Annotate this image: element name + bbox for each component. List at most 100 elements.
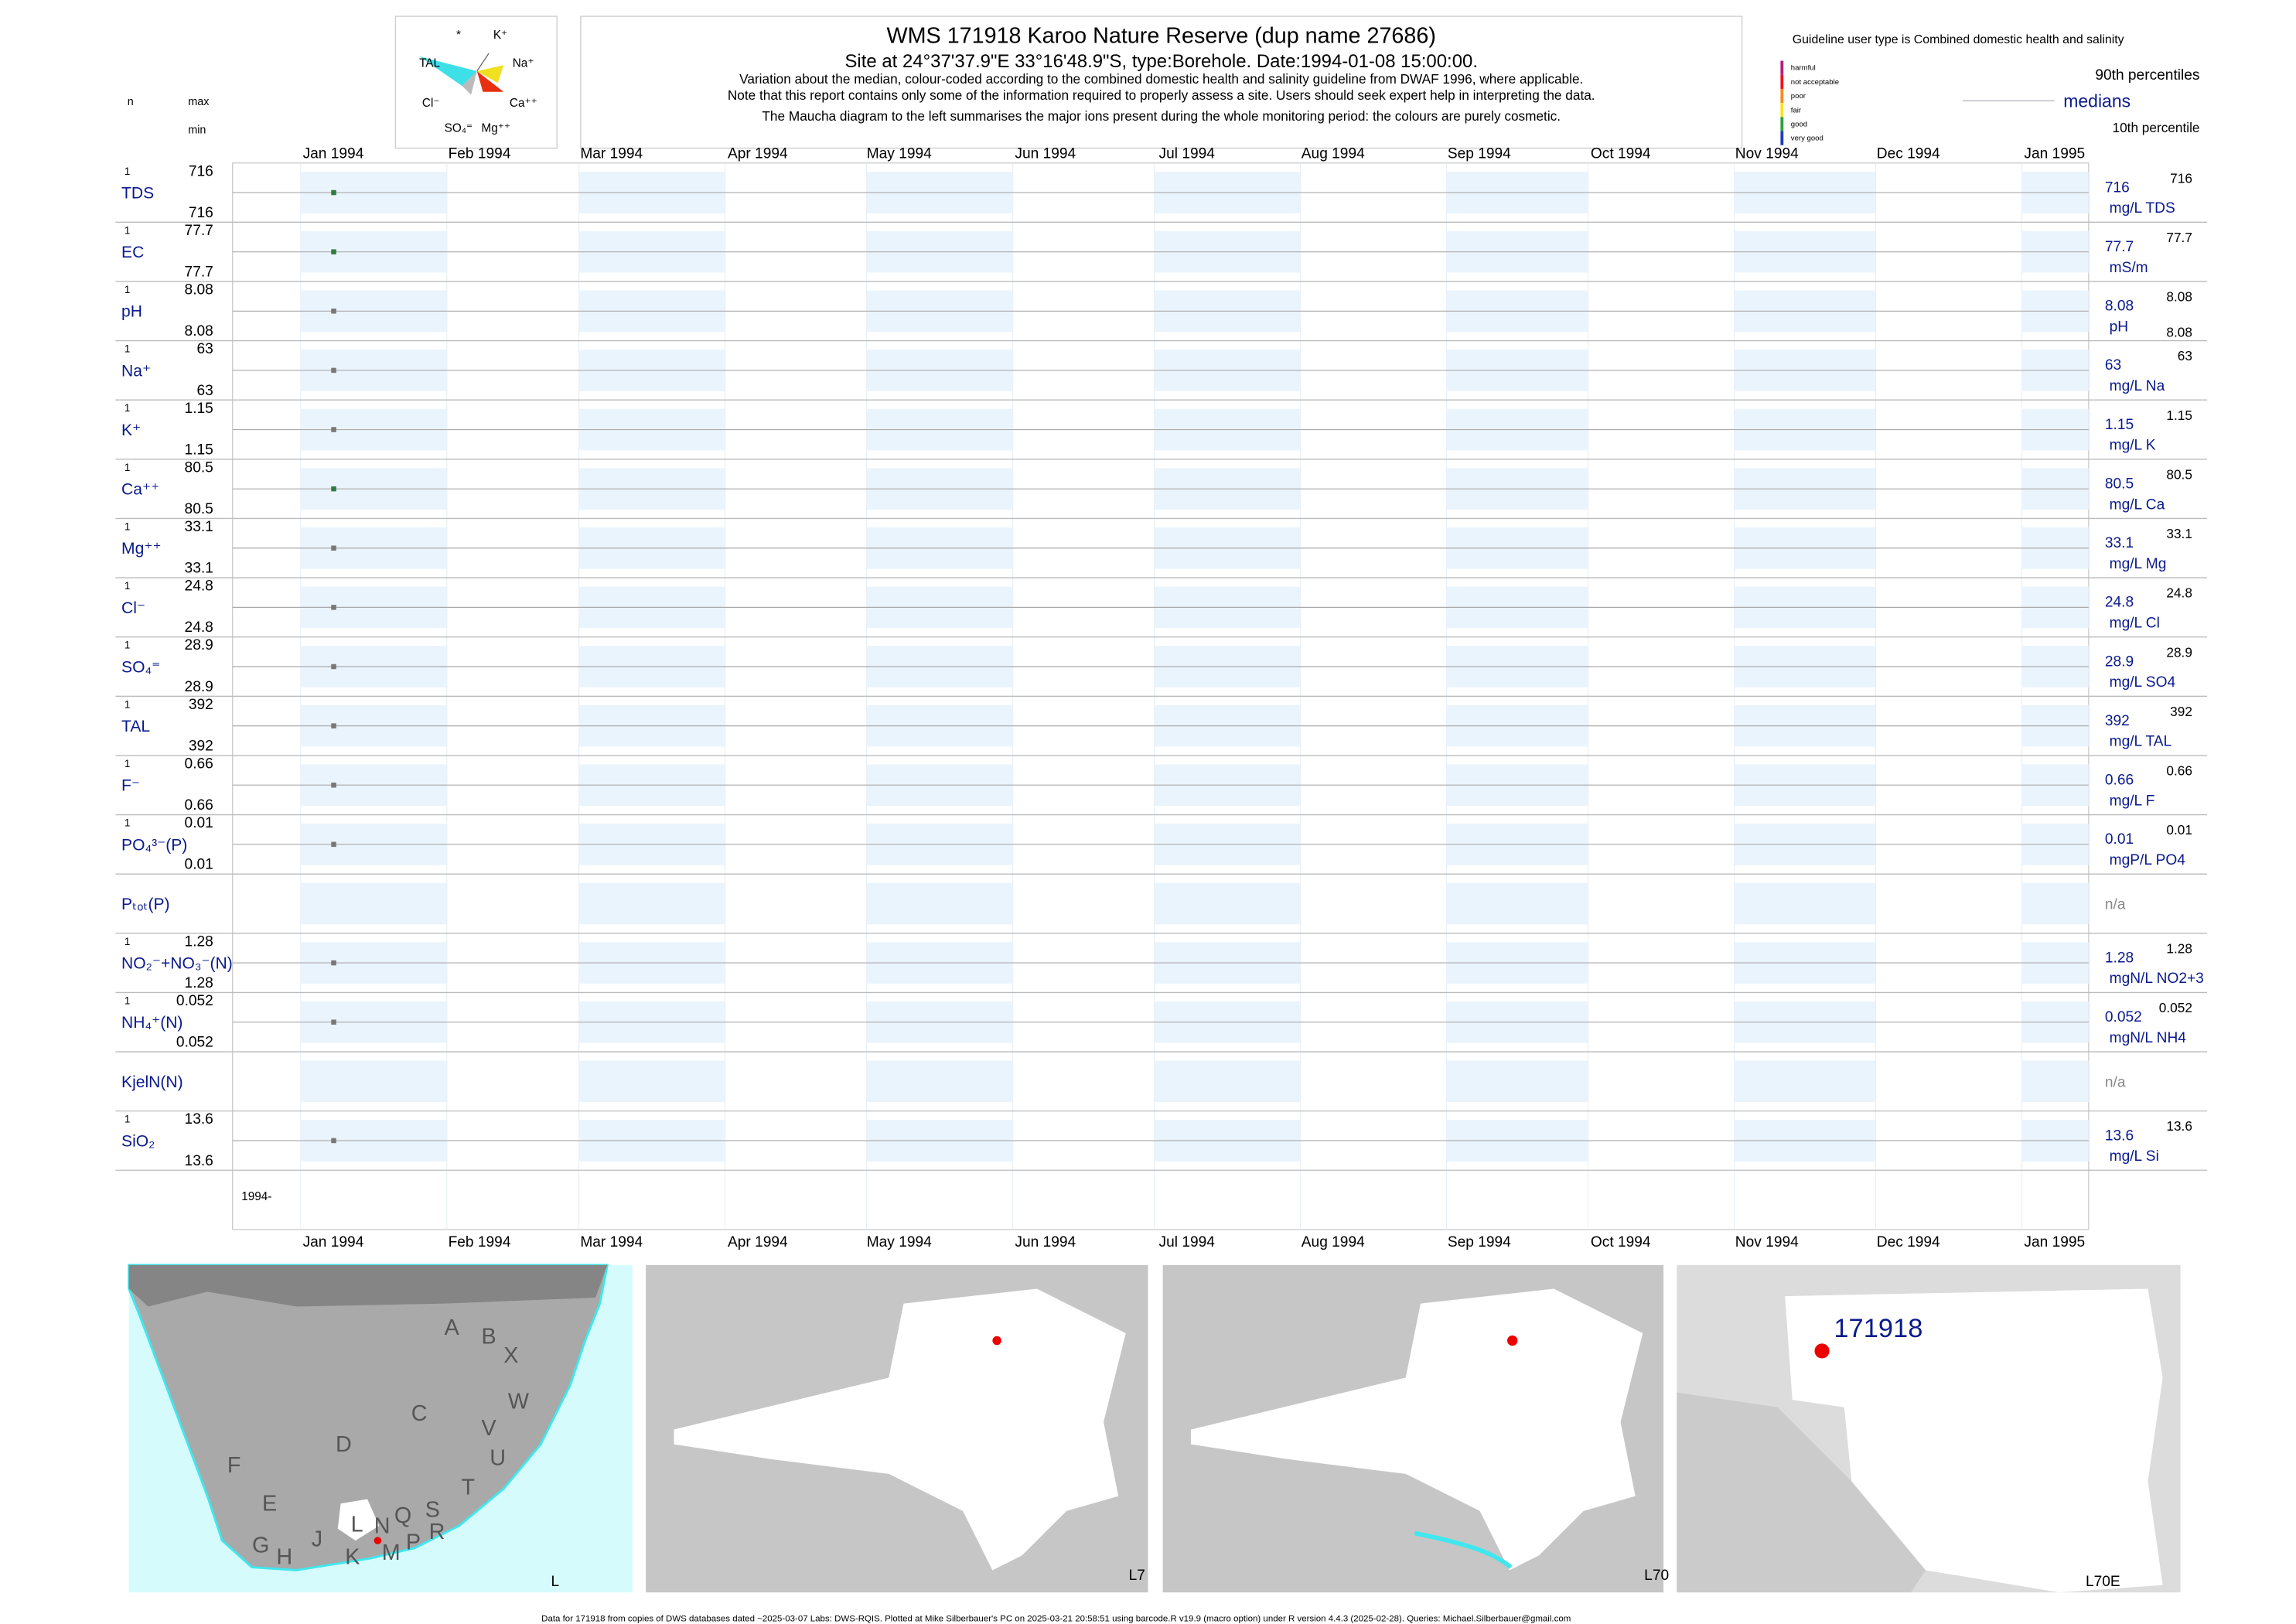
unit: mg/L SO4 [2110,674,2176,691]
n-value: 1 [125,284,130,295]
p10-value: 8.08 [2166,325,2192,340]
map-site [374,1537,382,1544]
month-band [300,1060,447,1103]
max-value: 1.15 [185,401,213,417]
month-band [1154,1060,1301,1103]
p90-value: 8.08 [2166,289,2192,305]
row-label: Cl⁻ [121,599,145,617]
n-value: 1 [125,165,130,177]
maucha-label: SO₄⁼ [445,122,473,135]
row-label: SO₄⁼ [121,658,160,676]
row-label: Ca⁺⁺ [121,481,159,499]
region-letter: G [252,1533,269,1557]
min-value: 1.15 [185,442,213,458]
median-value: 13.6 [2105,1128,2134,1144]
sample-point [331,664,336,670]
guideline: Guideline user type is Combined domestic… [1793,33,2124,46]
min-value: 28.9 [185,679,213,695]
start-label: 1994- [241,1190,271,1203]
x-tick-label: Oct 1994 [1591,145,1651,162]
map-catchment [1785,1288,2163,1593]
max-value: 77.7 [185,223,213,239]
sample-point [331,723,336,728]
month-band [866,882,1013,925]
month-band [578,1060,725,1103]
region-letter: M [382,1540,401,1565]
x-tick-label: Apr 1994 [728,145,788,162]
row-label: EC [121,244,144,261]
region-letter: Q [394,1503,411,1528]
x-tick-label: Dec 1994 [1877,145,1940,162]
median-value: 716 [2105,179,2130,196]
max-value: 63 [197,341,213,357]
max-value: 716 [189,163,213,179]
region-letter: J [312,1527,322,1552]
region-letter: W [508,1390,530,1414]
sample-point [331,1019,336,1025]
maucha-box [394,15,558,149]
title-box [580,15,1743,149]
unit: mS/m [2110,260,2148,276]
maucha-so4 [462,70,477,95]
x-tick-label: Feb 1994 [449,145,511,162]
sample-point [331,605,336,610]
map-neighbour [1677,1392,1926,1593]
row-label: F⁻ [121,777,140,795]
map-site [1814,1343,1830,1359]
n-value: 1 [125,817,130,829]
map-site [1507,1335,1518,1346]
n-value: 1 [125,758,130,769]
note: The Maucha diagram to the left summarise… [762,108,1561,124]
max-value: 1.28 [185,933,213,950]
median-value: 392 [2105,713,2130,729]
legend-swatch [1780,103,1784,118]
region-letter: X [503,1343,518,1368]
maucha-label: Ca⁺⁺ [510,97,537,110]
sample-point [331,841,336,848]
median-value: 0.052 [2105,1009,2142,1025]
region-letter: T [462,1476,476,1500]
row-label: NH₄⁺(N) [121,1014,183,1032]
n-value: 1 [125,1114,130,1125]
note: Note that this report contains only some… [728,87,1595,103]
region-letter: V [482,1416,497,1441]
x-tick-label: Dec 1994 [1877,1234,1940,1250]
legend-label: poor [1791,92,1806,101]
row-label: Pₜₒₜ(P) [121,896,170,913]
row-label: pH [121,303,142,321]
median-value: n/a [2105,1074,2126,1090]
sample-point [331,309,336,314]
maucha-label: Cl⁻ [422,97,440,110]
month-band [1446,1060,1588,1103]
x-tick-label: Jul 1994 [1159,145,1216,162]
region-letter: P [406,1530,421,1555]
legend-swatch [1780,88,1784,104]
map-neighbours [128,1264,608,1307]
median-value: 24.8 [2105,595,2134,611]
region-letter: B [482,1324,496,1349]
unit: mg/L Ca [2110,496,2165,513]
median-value: 0.01 [2105,831,2134,848]
map-panels [128,1264,2181,1593]
median-value: 77.7 [2105,239,2134,255]
median-value: 1.15 [2105,417,2134,433]
sample-point [331,1138,336,1144]
legend-label: very good [1791,135,1823,143]
unit: mg/L Cl [2110,616,2160,632]
map-land [128,1264,609,1571]
subtitle: Site at 24°37'37.9"E 33°16'48.9"S, type:… [844,51,1478,72]
month-band [300,882,447,925]
x-tick-label: Sep 1994 [1448,1234,1511,1250]
region-letter: K [345,1545,360,1570]
sample-point [331,545,336,551]
min-value: 80.5 [185,501,213,517]
min-value: 392 [189,738,213,754]
x-tick-label: Aug 1994 [1302,145,1365,162]
median-value: 28.9 [2105,653,2134,670]
x-tick-label: Mar 1994 [580,145,643,162]
median-value: 0.66 [2105,773,2134,789]
min-label: min [188,124,206,136]
region-letter: A [445,1315,460,1340]
legend-swatch [1780,117,1784,131]
n-value: 1 [125,936,130,947]
